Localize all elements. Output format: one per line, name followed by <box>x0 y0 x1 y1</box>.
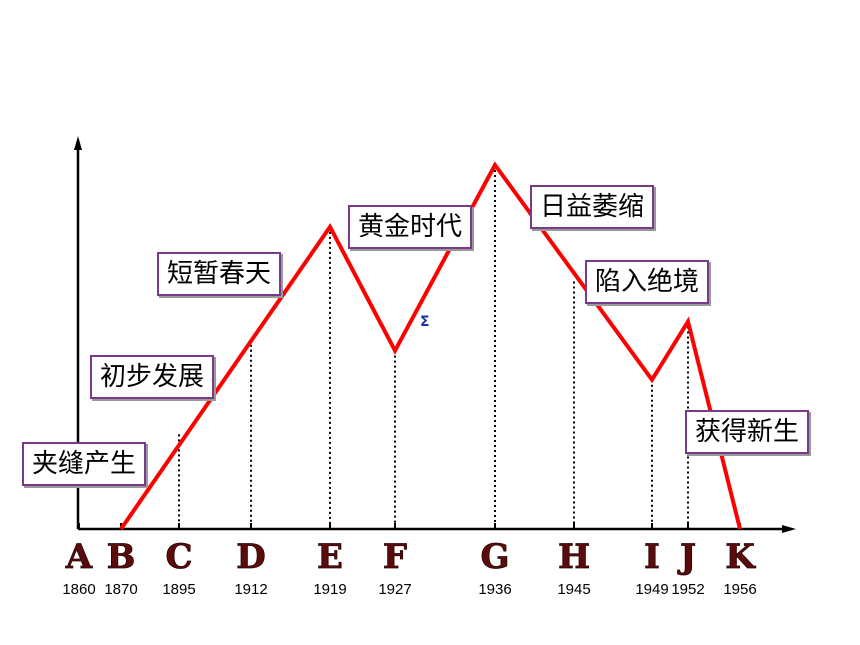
letter-E: E <box>317 537 343 577</box>
annotation-7: 获得新生 <box>685 410 810 454</box>
letter-H: H <box>558 537 590 577</box>
year-C: 1895 <box>162 581 195 598</box>
year-B: 1870 <box>104 581 137 598</box>
annotation-4: 黄金时代 <box>348 205 473 249</box>
year-J: 1952 <box>671 581 704 598</box>
letter-J: J <box>677 537 696 577</box>
annotation-3: 短暂春天 <box>157 252 282 296</box>
letter-G: G <box>480 537 509 577</box>
letter-C: C <box>165 537 192 577</box>
annotation-1: 夹缝产生 <box>22 442 147 486</box>
letter-F: F <box>383 537 407 577</box>
year-D: 1912 <box>234 581 267 598</box>
x-axis-arrow <box>782 525 796 533</box>
year-K: 1956 <box>723 581 756 598</box>
year-I: 1949 <box>635 581 668 598</box>
trend-line <box>119 161 742 531</box>
year-G: 1936 <box>478 581 511 598</box>
letter-A: A <box>65 537 93 577</box>
letter-I: I <box>644 537 660 577</box>
letter-D: D <box>236 537 265 577</box>
annotation-5: 日益萎缩 <box>530 185 655 229</box>
y-axis-arrow <box>74 136 82 150</box>
year-F: 1927 <box>378 581 411 598</box>
letter-B: B <box>107 537 136 577</box>
letter-K: K <box>725 537 756 577</box>
year-H: 1945 <box>557 581 590 598</box>
sigma-icon[interactable]: Σ <box>420 314 430 330</box>
year-E: 1919 <box>313 581 346 598</box>
annotation-6: 陷入绝境 <box>585 260 710 304</box>
year-A: 1860 <box>62 581 95 598</box>
annotation-2: 初步发展 <box>90 355 215 399</box>
